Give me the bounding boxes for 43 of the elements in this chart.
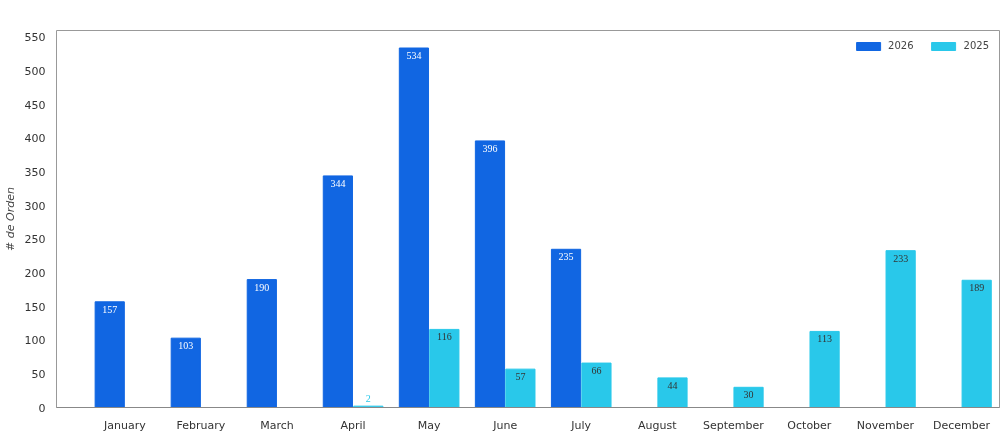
data-label: 103 <box>178 340 194 352</box>
y-tick-label: 500 <box>24 64 46 78</box>
y-tick-label: 150 <box>24 300 46 314</box>
x-tick-label: February <box>176 418 226 432</box>
data-label: 66 <box>591 365 602 377</box>
y-tick-label: 350 <box>24 165 46 179</box>
data-label: 57 <box>515 371 526 383</box>
x-tick-label: October <box>787 418 832 432</box>
y-tick-label: 200 <box>24 266 46 280</box>
data-label: 113 <box>817 333 832 345</box>
x-tick-label: March <box>260 418 294 432</box>
x-tick-label: May <box>417 418 441 432</box>
y-tick-label: 450 <box>24 98 46 112</box>
y-tick-label: 50 <box>31 367 46 381</box>
x-tick-label: July <box>570 418 592 432</box>
data-label: 30 <box>743 389 754 401</box>
y-axis-title: # de Orden <box>3 187 17 251</box>
y-tick-label: 250 <box>24 233 46 247</box>
x-tick-label: January <box>103 418 147 432</box>
data-label: 44 <box>667 379 678 391</box>
y-tick-label: 300 <box>24 199 46 213</box>
y-tick-label: 550 <box>24 31 46 45</box>
y-tick-label: 0 <box>38 401 46 415</box>
y-tick-label: 100 <box>24 334 46 348</box>
data-label: 190 <box>254 281 270 293</box>
data-label: 344 <box>330 177 346 189</box>
x-tick-label: November <box>856 418 915 432</box>
data-label: 189 <box>969 282 985 294</box>
x-tick-label: June <box>492 418 518 432</box>
data-label: 116 <box>437 331 452 343</box>
data-label: 534 <box>406 50 422 61</box>
legend-label: 2025 <box>963 40 989 51</box>
data-label: 396 <box>482 142 498 154</box>
x-tick-label: April <box>340 418 366 432</box>
data-label: 2 <box>365 393 371 405</box>
x-tick-label: September <box>702 418 765 432</box>
x-tick-label: December <box>932 418 991 432</box>
data-label: 233 <box>893 252 909 264</box>
y-tick-label: 400 <box>24 132 46 146</box>
x-tick-label: August <box>638 418 678 432</box>
data-label: 157 <box>102 303 118 315</box>
legend-label: 2026 <box>888 40 914 51</box>
data-label: 235 <box>558 251 574 263</box>
